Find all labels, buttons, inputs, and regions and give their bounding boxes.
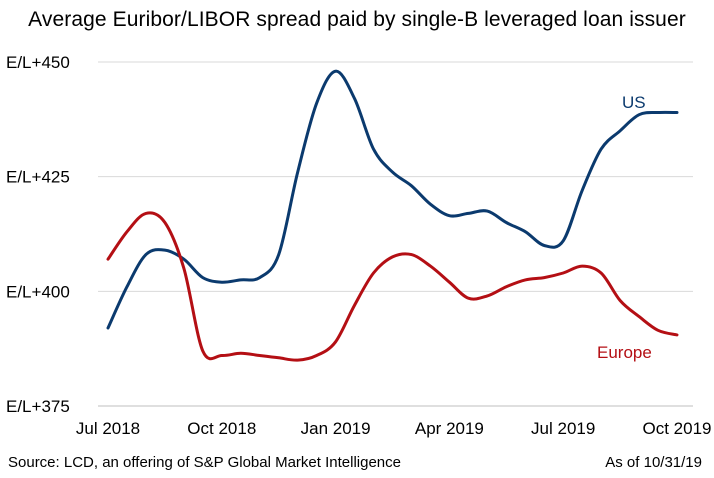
x-tick-label: Oct 2018 xyxy=(187,419,256,438)
as-of-date: As of 10/31/19 xyxy=(605,454,702,471)
line-chart: E/L+450 E/L+425 E/L+400 E/L+375 Jul 2018 Oct… xyxy=(6,53,712,438)
y-tick-label: E/L+375 xyxy=(6,397,70,416)
x-tick-label: Jul 2018 xyxy=(76,419,140,438)
y-tick-label: E/L+400 xyxy=(6,282,70,301)
series-label-us: US xyxy=(622,93,646,112)
x-tick-label: Jul 2019 xyxy=(531,419,595,438)
chart-title: Average Euribor/LIBOR spread paid by sin… xyxy=(28,8,686,31)
x-tick-label: Jan 2019 xyxy=(301,419,371,438)
series-label-europe: Europe xyxy=(597,343,652,362)
series-line-europe xyxy=(106,211,679,362)
source-note: Source: LCD, an offering of S&P Global M… xyxy=(8,454,401,471)
y-axis-ticks: E/L+450 E/L+425 E/L+400 E/L+375 xyxy=(6,53,70,416)
series-labels: US Europe xyxy=(597,93,652,362)
series-line-us xyxy=(106,69,679,330)
x-tick-label: Oct 2019 xyxy=(643,419,712,438)
series-lines xyxy=(106,69,679,362)
y-tick-label: E/L+450 xyxy=(6,53,70,72)
gridlines xyxy=(98,61,693,292)
x-tick-label: Apr 2019 xyxy=(415,419,484,438)
x-axis-ticks: Jul 2018 Oct 2018 Jan 2019 Apr 2019 Jul 2019… xyxy=(76,419,712,438)
y-tick-label: E/L+425 xyxy=(6,168,70,187)
